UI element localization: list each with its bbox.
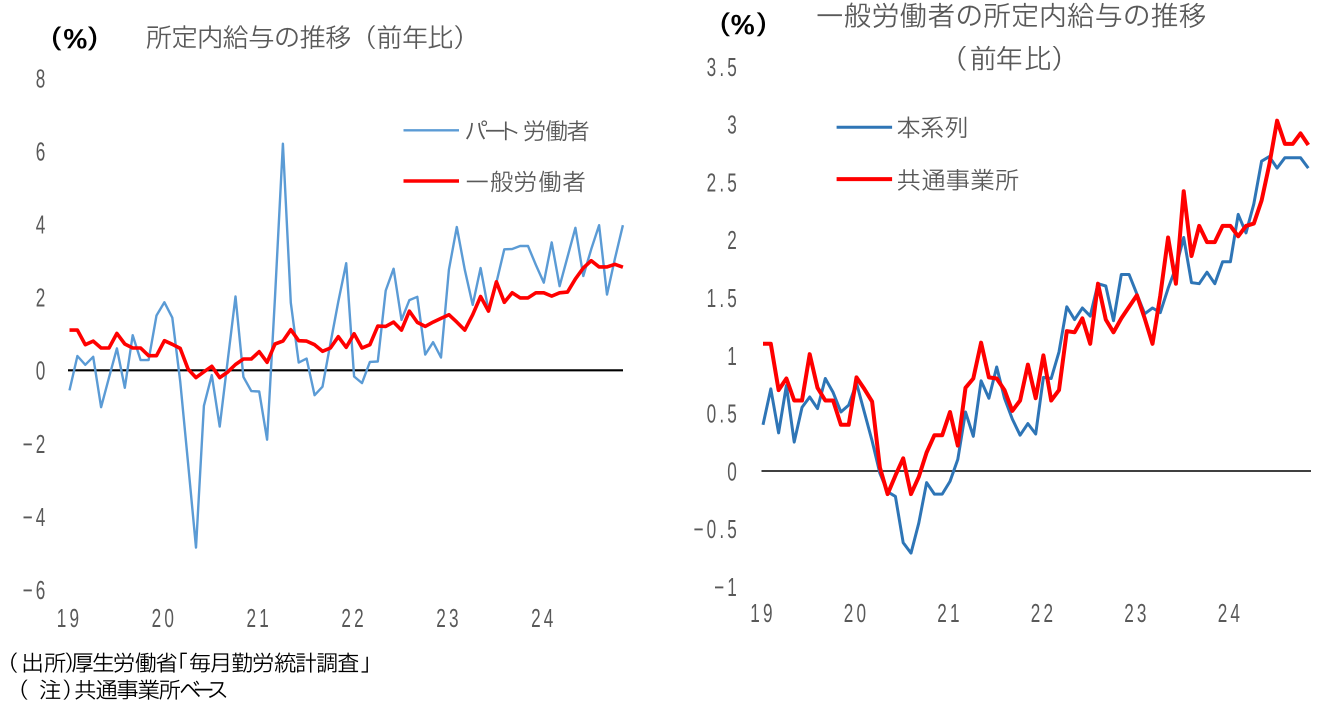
svg-text:23: 23 (1124, 598, 1149, 628)
svg-text:−2: −2 (23, 429, 49, 459)
svg-text:1.5: 1.5 (707, 283, 740, 313)
svg-text:1: 1 (727, 341, 740, 371)
svg-text:6: 6 (36, 137, 49, 167)
svg-text:8: 8 (36, 64, 49, 94)
svg-text:24: 24 (531, 603, 556, 633)
svg-text:−1: −1 (714, 572, 740, 602)
svg-text:22: 22 (341, 603, 366, 633)
svg-text:2: 2 (36, 283, 49, 313)
svg-text:2: 2 (727, 226, 740, 256)
svg-text:21: 21 (247, 603, 272, 633)
svg-text:19: 19 (57, 603, 82, 633)
svg-text:20: 20 (844, 598, 869, 628)
svg-text:22: 22 (1031, 598, 1056, 628)
svg-text:4: 4 (36, 210, 49, 240)
svg-text:20: 20 (152, 603, 177, 633)
svg-text:24: 24 (1218, 598, 1243, 628)
svg-text:−4: −4 (23, 502, 49, 532)
svg-text:3: 3 (727, 110, 740, 140)
svg-text:19: 19 (750, 598, 775, 628)
svg-text:3.5: 3.5 (707, 52, 740, 82)
svg-text:0: 0 (36, 356, 49, 386)
svg-text:21: 21 (937, 598, 962, 628)
svg-text:−6: −6 (23, 575, 49, 605)
svg-text:2.5: 2.5 (707, 168, 740, 198)
svg-text:0: 0 (727, 457, 740, 487)
svg-text:−0.5: −0.5 (693, 515, 740, 545)
svg-text:0.5: 0.5 (707, 399, 740, 429)
svg-text:23: 23 (436, 603, 461, 633)
